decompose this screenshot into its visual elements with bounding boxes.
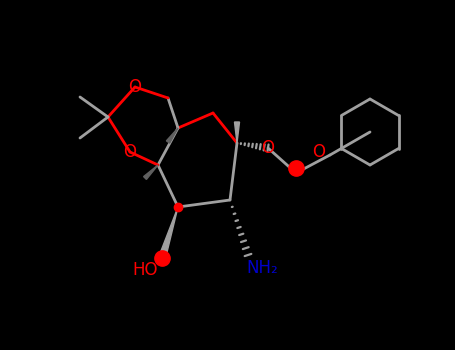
Polygon shape <box>234 122 239 143</box>
Polygon shape <box>159 207 178 259</box>
Polygon shape <box>144 165 158 180</box>
Text: HO: HO <box>132 261 158 279</box>
Polygon shape <box>167 128 178 143</box>
Text: NH₂: NH₂ <box>246 259 278 277</box>
Text: O: O <box>128 78 142 96</box>
Text: O: O <box>313 143 325 161</box>
Text: O: O <box>123 143 136 161</box>
Text: O: O <box>262 139 274 157</box>
